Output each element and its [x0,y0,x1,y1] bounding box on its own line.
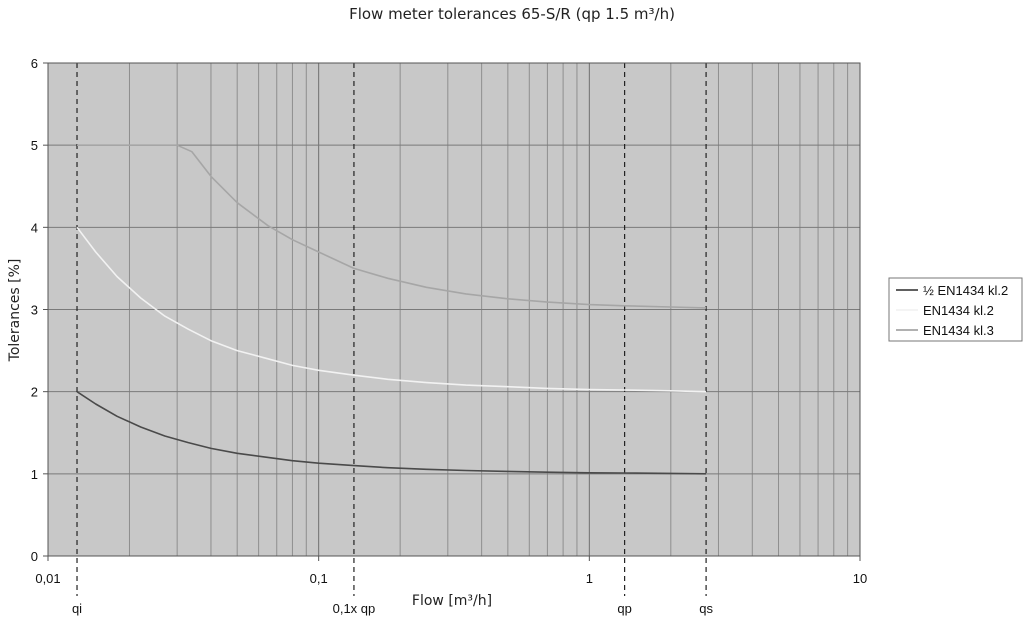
horizontal-gridlines [48,144,860,475]
legend-label: EN1434 kl.3 [923,323,994,338]
y-tick-label: 6 [31,56,38,71]
y-tick-label: 4 [31,220,38,235]
marker-label: qp [617,601,631,616]
legend: ½ EN1434 kl.2 EN1434 kl.2 EN1434 kl.3 [888,277,1023,342]
series-line [77,144,707,309]
chart-title: Flow meter tolerances 65-S/R (qp 1.5 m³/… [349,5,675,23]
x-axis-title: Flow [m³/h] [412,593,492,609]
series-line [76,226,707,393]
legend-label: EN1434 kl.2 [923,303,994,318]
y-tick-label: 3 [31,303,38,318]
x-tick-label: 0,1 [310,571,328,586]
marker-label: qs [699,601,713,616]
x-axis-ticks: 0,01 0,1 1 10 [35,556,867,586]
x-tick-label: 10 [853,571,867,586]
legend-label: ½ EN1434 kl.2 [923,283,1008,298]
marker-label: qi [72,601,82,616]
y-tick-label: 5 [31,138,38,153]
marker-label: 0,1x qp [333,601,376,616]
x-tick-label: 1 [586,571,593,586]
y-tick-label: 0 [31,549,38,564]
flow-markers: qi 0,1x qp qp qs [72,63,713,616]
x-tick-label: 0,01 [35,571,60,586]
y-axis-ticks: 0 1 2 3 4 5 6 [31,56,48,564]
series-line [76,391,707,475]
data-series [76,144,707,475]
y-axis-title: Tolerances [%] [7,259,23,363]
y-tick-label: 1 [31,467,38,482]
y-tick-label: 2 [31,385,38,400]
